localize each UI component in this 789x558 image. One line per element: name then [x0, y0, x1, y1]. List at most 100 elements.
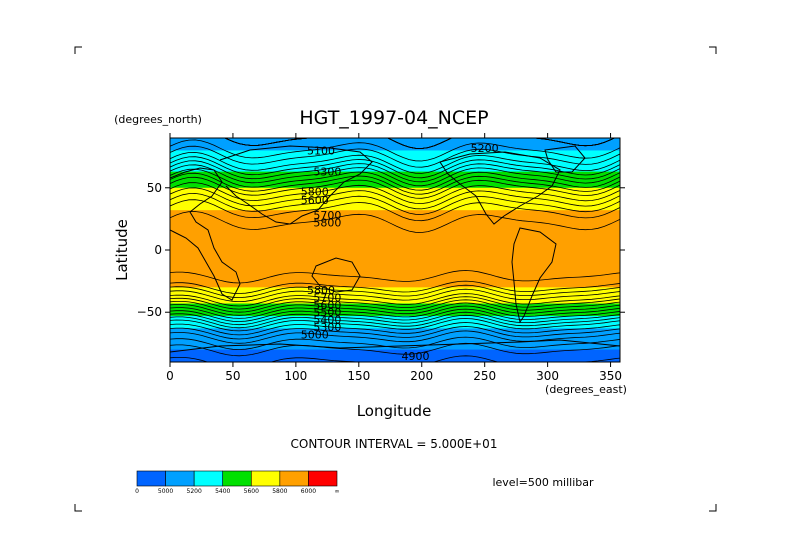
contour-label: 5700 [313, 209, 341, 222]
crop-mark-top-right [709, 46, 717, 54]
height-band [170, 228, 620, 231]
height-band [170, 257, 620, 260]
contour-label: 5700 [313, 291, 341, 304]
legend-swatch [136, 470, 166, 487]
contour-label: 5800 [301, 186, 329, 199]
height-band [170, 342, 620, 344]
legend-bound-label: 5000 [158, 488, 173, 495]
height-band [170, 252, 620, 255]
legend-bound-label: 5800 [272, 488, 287, 495]
contour-line [170, 336, 620, 350]
height-band [170, 353, 620, 356]
height-band [170, 166, 620, 169]
height-band [170, 281, 620, 283]
contour-line [170, 299, 620, 313]
contour-lines [170, 138, 620, 362]
contour-label: 5100 [307, 144, 335, 157]
height-band [170, 291, 620, 293]
contour-line [170, 342, 620, 357]
plot-area: 5100 520053005800560057005800580057005600… [137, 133, 625, 383]
height-band [170, 343, 620, 346]
height-band [170, 320, 620, 323]
contour-label: 4900 [401, 350, 429, 363]
height-band [170, 288, 620, 291]
legend-bound-label: ∞ [335, 488, 340, 495]
crop-mark-top-left [74, 46, 82, 54]
height-band [170, 196, 620, 199]
height-band [170, 264, 620, 267]
height-band [170, 293, 620, 296]
height-band [170, 222, 620, 225]
height-band [170, 268, 620, 271]
height-band [170, 286, 620, 288]
crop-marks [74, 46, 717, 512]
height-band [170, 202, 620, 205]
contour-label: 5000 [301, 329, 329, 342]
height-band [170, 325, 620, 328]
height-band [170, 349, 620, 352]
contour-line [170, 151, 620, 174]
contour-labels: 5100 520053005800560057005800580057005600… [301, 142, 499, 363]
height-band [170, 360, 620, 362]
chart-title: HGT_1997-04_NCEP [299, 107, 488, 129]
height-band [170, 205, 620, 208]
contour-line [170, 326, 620, 340]
height-band [170, 230, 620, 232]
legend-swatch [193, 470, 224, 487]
height-band [170, 348, 620, 351]
height-band [170, 330, 620, 333]
legend-bound-label: 6000 [301, 488, 316, 495]
x-axis-ticks: 0 50 100 150 200 250 300 350 [166, 133, 622, 383]
legend-bound-label: 5200 [187, 488, 202, 495]
height-band [170, 161, 620, 164]
contour-line [170, 314, 620, 329]
height-band [170, 213, 620, 216]
contour-line [170, 288, 620, 303]
height-band [170, 248, 620, 251]
height-band [170, 269, 620, 272]
x-tick-label: 100 [284, 369, 307, 383]
legend-swatch [250, 470, 281, 487]
height-band [170, 203, 620, 206]
height-band [170, 180, 620, 183]
height-band [170, 250, 620, 252]
height-band [170, 236, 620, 239]
x-tick-label: 0 [166, 369, 174, 383]
height-band [170, 151, 620, 154]
height-band [170, 340, 620, 343]
height-band [170, 355, 620, 358]
height-band [170, 344, 620, 347]
height-band [170, 221, 620, 224]
height-band [170, 354, 620, 357]
height-band [170, 315, 620, 318]
x-units-label: (degrees_east) [545, 383, 627, 396]
contour-label: 5600 [301, 194, 329, 207]
height-band [170, 238, 620, 241]
height-band [170, 149, 620, 152]
contour-interval-text: CONTOUR INTERVAL = 5.000E+01 [291, 437, 498, 451]
legend-swatch [279, 470, 309, 487]
contour-line [170, 293, 620, 307]
coastlines [170, 145, 620, 353]
x-axis-title: Longitude [357, 402, 432, 420]
contour-label: 5600 [313, 299, 341, 312]
contour-line [170, 160, 620, 183]
height-band [170, 254, 620, 257]
height-band [170, 273, 620, 276]
height-band [170, 350, 620, 353]
height-band [170, 191, 620, 194]
height-band [170, 144, 620, 147]
height-band [170, 232, 620, 235]
height-band [170, 210, 620, 213]
height-band [170, 154, 620, 157]
y-axis-title: Latitude [113, 219, 131, 281]
contour-line [170, 330, 620, 344]
height-band [170, 247, 620, 250]
legend-bound-label: 5600 [244, 488, 259, 495]
contour-line [170, 187, 620, 210]
coastline-asia [219, 145, 373, 225]
height-band [170, 172, 620, 175]
contour-line [170, 322, 620, 336]
height-band [170, 313, 620, 316]
height-band [170, 243, 620, 246]
